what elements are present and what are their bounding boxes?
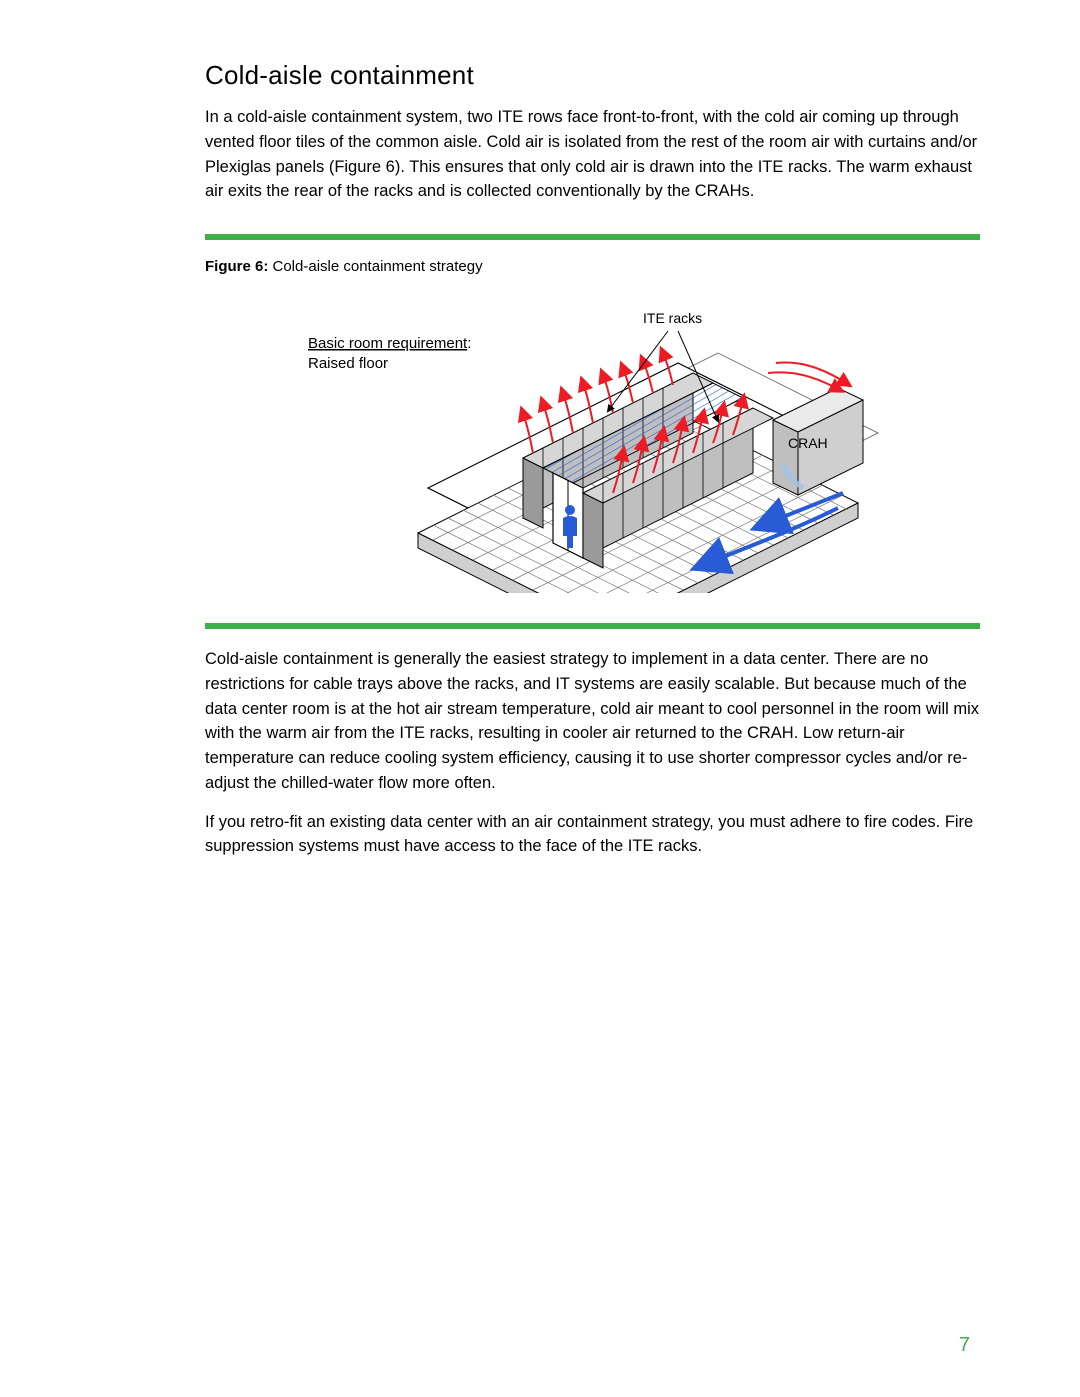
room-req-line1: Basic room requirement: (308, 335, 471, 352)
section-heading: Cold-aisle containment (205, 60, 980, 91)
page-number: 7 (959, 1334, 970, 1357)
crah-label: CRAH (788, 435, 828, 451)
figure-caption-text: Cold-aisle containment strategy (268, 258, 482, 275)
paragraph-3: If you retro-fit an existing data center… (205, 810, 980, 860)
ite-racks-label: ITE racks (643, 310, 702, 326)
paragraph-2: Cold-aisle containment is generally the … (205, 647, 980, 796)
figure-caption: Figure 6: Cold-aisle containment strateg… (205, 258, 980, 275)
diagram-container: CRAH (205, 293, 980, 593)
figure-label: Figure 6: (205, 258, 268, 275)
page-content: Cold-aisle containment In a cold-aisle c… (0, 0, 1080, 859)
room-req-line2: Raised floor (308, 355, 388, 372)
cold-aisle-diagram: CRAH (298, 293, 888, 593)
divider-top (205, 234, 980, 240)
divider-bottom (205, 623, 980, 629)
paragraph-1: In a cold-aisle containment system, two … (205, 105, 980, 204)
